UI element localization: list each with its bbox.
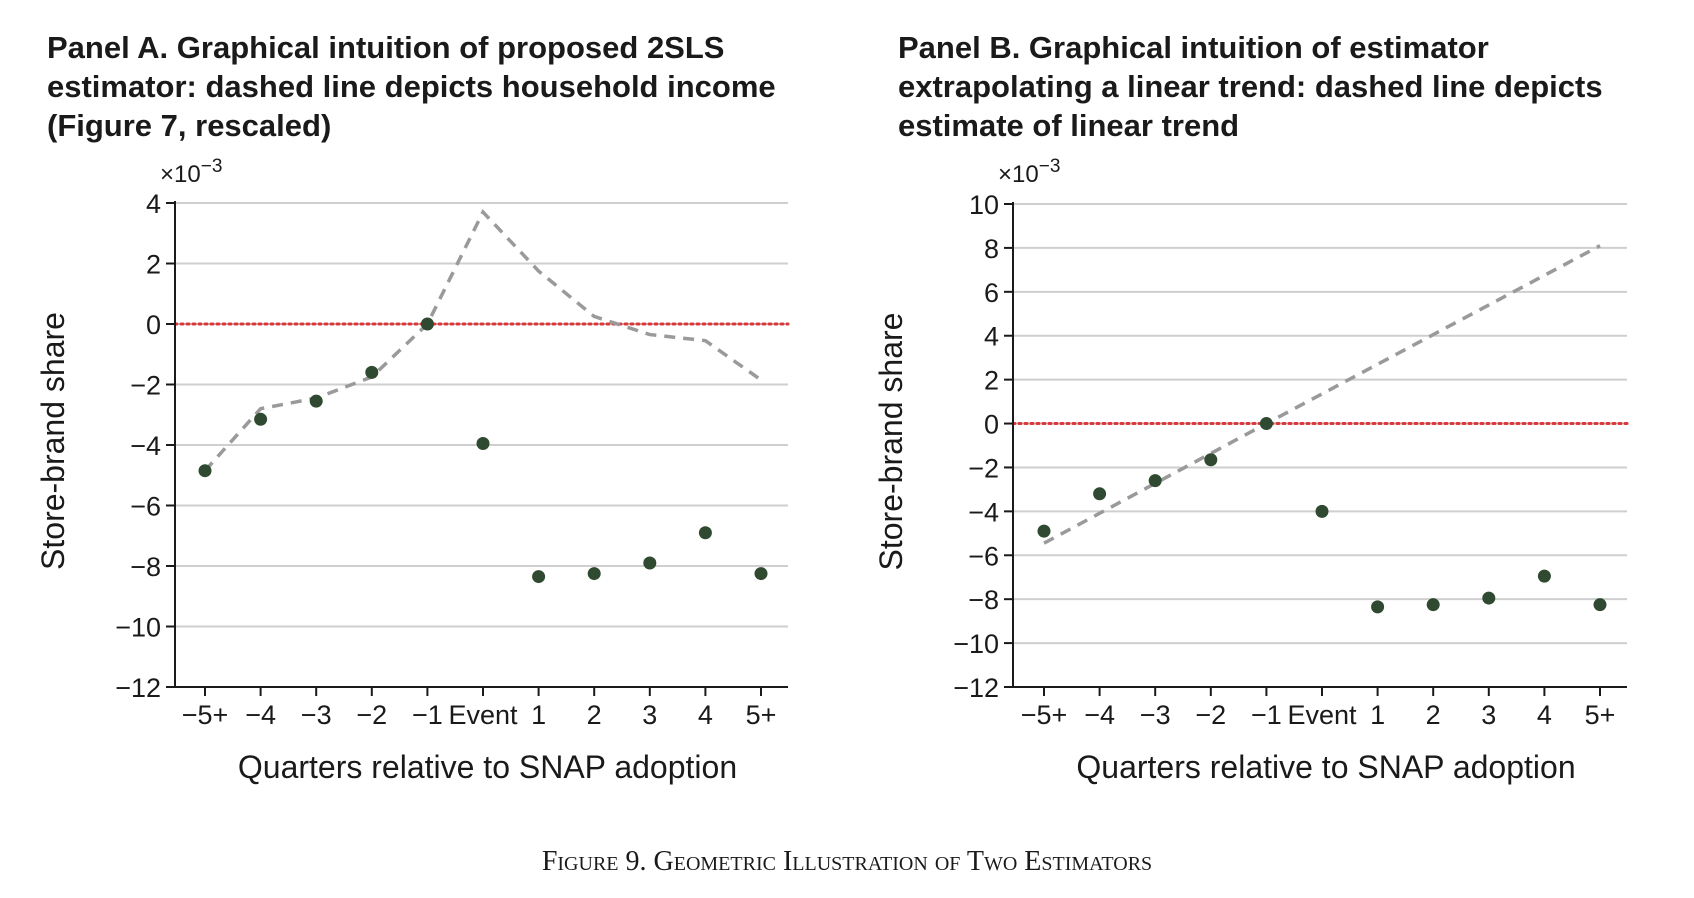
panel-b-y-axis-title: Store-brand share xyxy=(873,313,909,571)
panel-a-x-tick-label: −3 xyxy=(301,700,332,730)
panel-a-data-point xyxy=(532,570,546,584)
panel-b-data-point xyxy=(1371,600,1385,614)
panel-b-y-tick-label: 0 xyxy=(984,410,999,440)
panel-a-data-point xyxy=(365,365,379,379)
panel-a-data-point xyxy=(198,464,212,478)
panel-a-y-tick-label: −12 xyxy=(115,673,161,703)
panel-b-x-tick-label: −4 xyxy=(1084,700,1115,730)
panel-b-y-tick-label: −4 xyxy=(968,497,999,527)
panel-a-x-tick-label: −4 xyxy=(245,700,276,730)
panel-b-x-tick-label: 2 xyxy=(1426,700,1441,730)
panel-a-y-tick-label: −4 xyxy=(130,431,161,461)
panel-a-plot: 4 2 0 −2 −4 −6 −8 −10 −12 −5+ −4 −3 −2 −1 Event 1 2 3 4 5+ ×… xyxy=(35,156,790,785)
panel-a-data-point xyxy=(420,317,434,331)
panel-a-data-point xyxy=(309,394,323,408)
panel-a-x-tick-label: −1 xyxy=(412,700,443,730)
panel-b-x-tick-label: −2 xyxy=(1195,700,1226,730)
panel-b-x-tick-label: 5+ xyxy=(1585,700,1616,730)
panel-a-y-axis-title: Store-brand share xyxy=(35,312,71,570)
panel-a-data-point xyxy=(476,436,490,450)
panel-a-data-point xyxy=(754,567,768,581)
panel-b-y-tick-label: −12 xyxy=(953,673,999,703)
panel-a-x-tick-label: 5+ xyxy=(746,700,777,730)
panel-a-y-tick-label: 4 xyxy=(146,189,161,219)
figure-caption: Figure 9. Geometric Illustration of Two … xyxy=(541,846,1153,877)
panel-b-y-tick-label: 10 xyxy=(969,190,999,220)
panel-a-x-tick-label: −2 xyxy=(356,700,387,730)
panel-a-y-tick-label: −6 xyxy=(130,492,161,522)
panel-b-data-point xyxy=(1593,598,1607,612)
panel-a-x-tick-label: 1 xyxy=(531,700,546,730)
panel-b-y-tick-label: 2 xyxy=(984,366,999,396)
panel-b-data-point xyxy=(1426,598,1440,612)
panel-a-data-point xyxy=(587,567,601,581)
panel-b-y-tick-label: 4 xyxy=(984,322,999,352)
panel-b-x-tick-label: 4 xyxy=(1537,700,1552,730)
panel-b-y-tick-label: 6 xyxy=(984,278,999,308)
panel-a-x-tick-label: Event xyxy=(448,700,518,730)
panel-b-data-point xyxy=(1259,417,1273,431)
panel-b-data-point xyxy=(1093,487,1107,501)
panel-a-x-tick-label: 4 xyxy=(698,700,713,730)
panel-a-dashed-line xyxy=(203,209,763,472)
panel-a-data-point xyxy=(643,556,657,570)
panel-b-data-point xyxy=(1148,474,1162,488)
panel-b-x-tick-label: −3 xyxy=(1140,700,1171,730)
panel-b-y-multiplier: ×10−3 xyxy=(998,156,1060,188)
panel-b-plot: 10 8 6 4 2 0 −2 −4 −6 −8 −10 −12 −5+ −4 −3 −2 −1 Event 1 2 3… xyxy=(873,156,1629,785)
panel-b-y-tick-label: 8 xyxy=(984,234,999,264)
panel-a-data-point xyxy=(254,412,268,426)
panel-b-x-tick-label: −1 xyxy=(1251,700,1282,730)
panel-a-y-multiplier: ×10−3 xyxy=(160,156,222,188)
panel-b-x-axis-title: Quarters relative to SNAP adoption xyxy=(1076,749,1575,785)
panel-b-data-point xyxy=(1315,504,1329,518)
panel-a-x-tick-label: −5+ xyxy=(182,700,229,730)
panel-a-x-tick-label: 2 xyxy=(587,700,602,730)
panel-b-y-tick-label: −10 xyxy=(953,629,999,659)
panel-a-y-tick-label: −2 xyxy=(130,371,161,401)
panel-a-data-point xyxy=(698,526,712,540)
panel-b-data-point xyxy=(1537,569,1551,583)
panel-b-x-tick-label: −5+ xyxy=(1021,700,1068,730)
panel-a-y-tick-label: 2 xyxy=(146,250,161,280)
panel-a-x-tick-label: 3 xyxy=(642,700,657,730)
panel-b-y-tick-label: −6 xyxy=(968,541,999,571)
panel-b-data-point xyxy=(1204,453,1218,467)
panel-a-y-tick-label: −10 xyxy=(115,613,161,643)
panel-a-y-tick-label: −8 xyxy=(130,552,161,582)
panel-b-dashed-line xyxy=(1043,244,1601,545)
panel-a-y-tick-label: 0 xyxy=(146,310,161,340)
panel-a-x-axis-title: Quarters relative to SNAP adoption xyxy=(238,749,737,785)
panel-b-title: Panel B. Graphical intuition of estimato… xyxy=(898,30,1603,143)
panel-b-data-point xyxy=(1037,524,1051,538)
panel-a-title: Panel A. Graphical intuition of proposed… xyxy=(47,30,776,143)
panel-b-y-tick-label: −8 xyxy=(968,585,999,615)
panel-b-x-tick-label: 1 xyxy=(1370,700,1385,730)
panel-b-x-tick-label: 3 xyxy=(1481,700,1496,730)
panel-b-data-point xyxy=(1482,591,1496,605)
panel-b-y-tick-label: −2 xyxy=(968,453,999,483)
panel-b-x-tick-label: Event xyxy=(1287,700,1357,730)
